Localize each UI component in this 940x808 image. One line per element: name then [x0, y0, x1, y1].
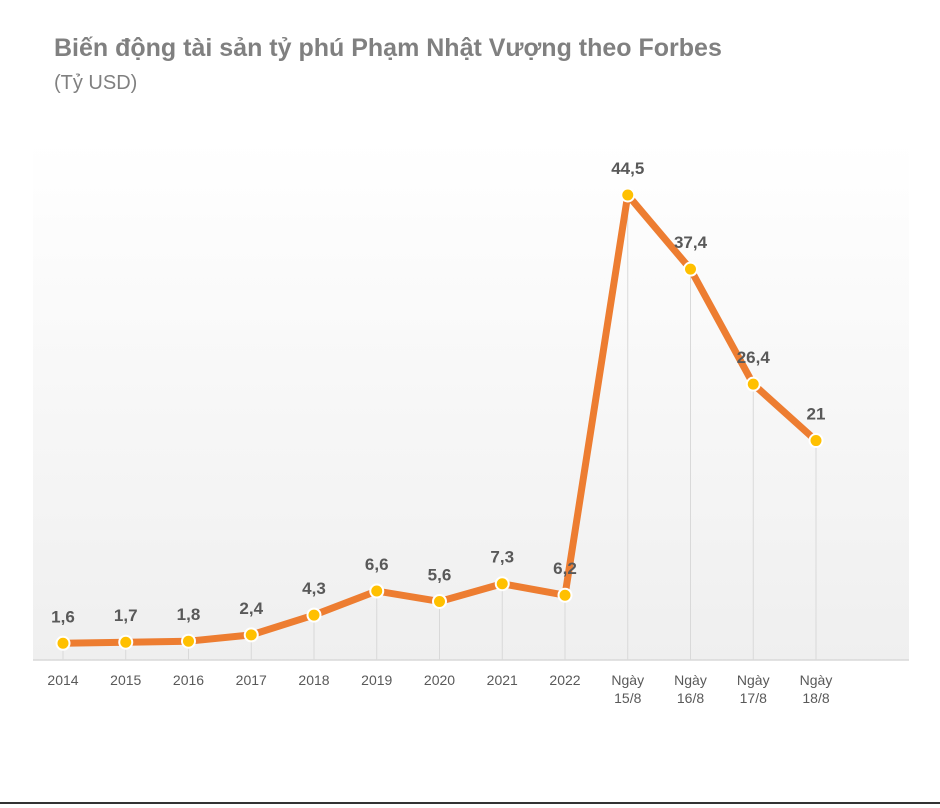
data-label: 37,4	[674, 233, 708, 252]
data-labels: 1,6 1,7 1,8 2,4 4,3 6,6 5,6 7,3 6,2 44,5 37,4 26,4 2…	[51, 159, 825, 626]
x-tick-label: Ngày 17/8	[737, 672, 770, 706]
data-point	[683, 261, 698, 277]
data-point	[181, 633, 196, 649]
x-tick-label: 2016	[173, 672, 204, 688]
x-tick-labels: 2014 2015 2016 2017 2018 2019 2020 2021 2022 Ngày…	[47, 672, 832, 706]
x-tick-label: 2019	[361, 672, 392, 688]
data-label: 7,3	[490, 548, 514, 567]
data-point	[808, 433, 824, 449]
data-label: 1,7	[114, 606, 138, 625]
plot-area	[33, 140, 909, 660]
x-tick-label: 2020	[424, 672, 455, 688]
drop-lines	[62, 194, 817, 660]
data-label: 21	[807, 405, 826, 424]
data-label: 2,4	[239, 599, 263, 618]
data-label: 1,6	[51, 607, 75, 626]
data-point	[118, 634, 134, 650]
data-label: 44,5	[611, 159, 644, 178]
chart-subtitle: (Tỷ USD)	[54, 72, 138, 94]
x-tick-label: 2015	[110, 672, 141, 688]
bottom-rule	[0, 802, 940, 804]
x-tick-label: 2017	[236, 672, 267, 688]
data-point	[745, 376, 761, 392]
x-tick-label: Ngày 15/8	[611, 672, 644, 706]
data-label: 4,3	[302, 579, 326, 598]
x-tick-label: 2018	[298, 672, 329, 688]
data-point	[369, 583, 385, 599]
data-label: 1,8	[177, 605, 201, 624]
x-tick-label: 2021	[487, 672, 518, 688]
data-label: 5,6	[428, 565, 452, 584]
data-point	[557, 587, 573, 603]
x-tick-label: 2014	[47, 672, 78, 688]
x-tick-label: 2022	[549, 672, 580, 688]
x-tick-label: Ngày 16/8	[674, 672, 707, 706]
data-point	[55, 635, 71, 651]
data-point	[432, 593, 447, 609]
data-point	[306, 607, 322, 623]
data-point	[243, 627, 259, 643]
data-label: 26,4	[737, 348, 771, 367]
data-label: 6,6	[365, 555, 389, 574]
markers	[55, 187, 824, 651]
data-label: 6,2	[553, 559, 577, 578]
data-point	[620, 187, 636, 203]
x-tick-label: Ngày 18/8	[800, 672, 833, 706]
chart-title: Biến động tài sản tỷ phú Phạm Nhật Vượng…	[54, 34, 722, 62]
data-point	[494, 576, 510, 592]
